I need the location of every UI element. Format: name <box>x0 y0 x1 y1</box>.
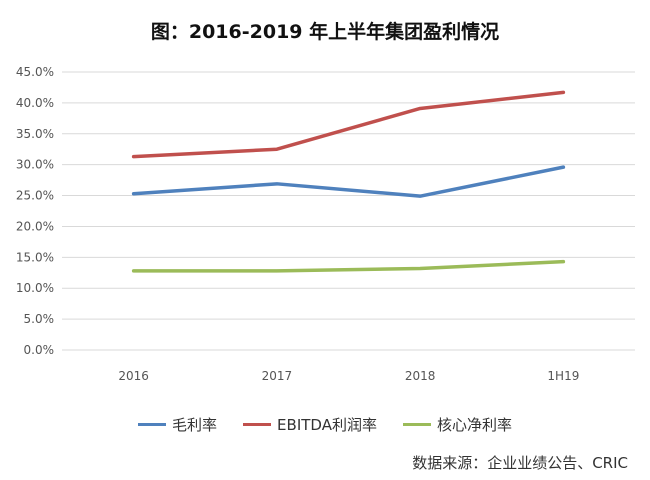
y-tick-label: 40.0% <box>16 96 54 110</box>
y-tick-label: 0.0% <box>24 343 55 357</box>
x-tick-label: 2016 <box>118 369 149 383</box>
legend-swatch <box>138 423 167 426</box>
series-line-2 <box>131 259 566 273</box>
source-note: 数据来源：企业业绩公告、CRIC <box>412 454 628 472</box>
series-line-0 <box>131 165 566 198</box>
legend-item: 核心净利率 <box>402 414 512 435</box>
y-tick-label: 20.0% <box>16 219 54 233</box>
y-tick-label: 45.0% <box>16 65 54 79</box>
legend-label: 核心净利率 <box>436 416 512 434</box>
series-line-1 <box>131 90 566 159</box>
legend-item: EBITDA利润率 <box>243 414 377 435</box>
legend-item: 毛利率 <box>138 414 217 435</box>
x-tick-label: 2017 <box>262 369 293 383</box>
y-tick-label: 35.0% <box>16 127 54 141</box>
x-tick-label: 1H19 <box>547 369 579 383</box>
legend-swatch <box>402 423 431 426</box>
y-tick-label: 15.0% <box>16 250 54 264</box>
legend: 毛利率 EBITDA利润率 核心净利率 <box>0 414 650 435</box>
x-tick-label: 2018 <box>405 369 436 383</box>
chart-title: 图：2016-2019 年上半年集团盈利情况 <box>150 21 500 43</box>
y-tick-label: 10.0% <box>16 281 54 295</box>
y-tick-label: 25.0% <box>16 189 54 203</box>
y-tick-label: 5.0% <box>24 312 55 326</box>
legend-label: EBITDA利润率 <box>277 416 377 434</box>
y-tick-label: 30.0% <box>16 158 54 172</box>
legend-label: 毛利率 <box>172 416 218 434</box>
legend-swatch <box>243 423 272 426</box>
